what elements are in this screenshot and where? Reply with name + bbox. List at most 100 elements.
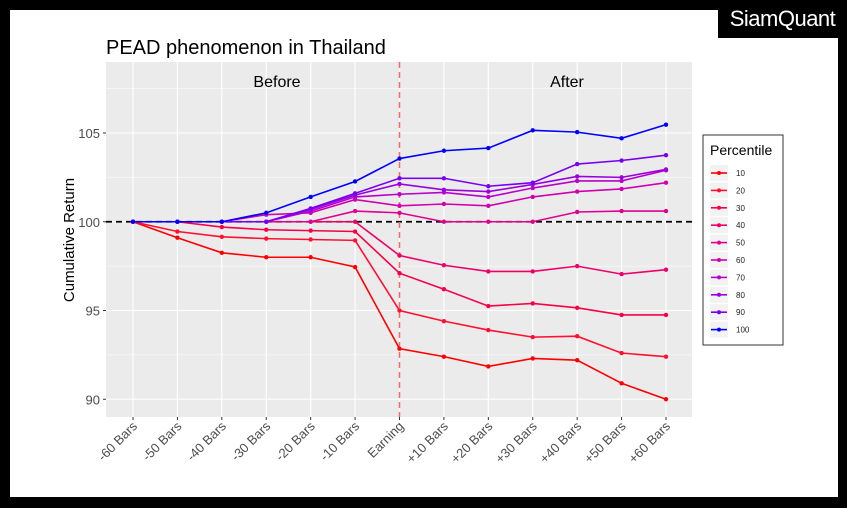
data-point bbox=[397, 176, 402, 181]
x-tick-label: Earning bbox=[364, 419, 406, 461]
data-point bbox=[574, 305, 580, 311]
data-point bbox=[219, 250, 225, 256]
legend-label: 100 bbox=[736, 326, 750, 335]
legend-key-point bbox=[717, 292, 721, 297]
x-tick-label: +10 Bars bbox=[403, 418, 451, 466]
data-point bbox=[397, 181, 402, 187]
data-point bbox=[441, 318, 447, 324]
data-point bbox=[264, 219, 269, 224]
data-point bbox=[619, 178, 624, 184]
data-point bbox=[441, 354, 447, 359]
facet-label-before: Before bbox=[253, 74, 300, 91]
legend-key-point bbox=[717, 171, 721, 175]
data-point bbox=[663, 152, 669, 158]
legend-key-point bbox=[717, 275, 721, 280]
data-point bbox=[308, 206, 313, 211]
data-point bbox=[663, 397, 669, 402]
x-tick-label: +50 Bars bbox=[581, 418, 629, 466]
data-point bbox=[574, 174, 580, 179]
data-point bbox=[619, 381, 624, 386]
data-point bbox=[663, 208, 669, 214]
data-point bbox=[663, 267, 669, 272]
data-point bbox=[663, 180, 669, 185]
legend-title: Percentile bbox=[710, 142, 772, 158]
data-point bbox=[619, 158, 624, 163]
data-point bbox=[397, 253, 402, 258]
legend-key-point bbox=[717, 205, 721, 210]
x-tick-label: +30 Bars bbox=[492, 418, 540, 466]
data-point bbox=[264, 236, 269, 241]
data-point bbox=[308, 255, 313, 260]
y-tick-label: 105 bbox=[78, 126, 100, 141]
legend-label: 90 bbox=[736, 308, 745, 317]
data-point bbox=[352, 264, 358, 270]
legend-label: 80 bbox=[736, 291, 745, 300]
data-point bbox=[574, 178, 580, 184]
data-point bbox=[486, 194, 491, 200]
legend-label: 50 bbox=[736, 239, 745, 248]
x-tick-label: -10 Bars bbox=[317, 418, 363, 464]
data-point bbox=[486, 269, 491, 274]
data-point bbox=[574, 161, 580, 167]
data-point bbox=[175, 235, 180, 240]
data-point bbox=[441, 148, 447, 153]
facet-label-after: After bbox=[550, 74, 584, 91]
data-point bbox=[486, 145, 491, 151]
data-point bbox=[441, 287, 447, 292]
data-point bbox=[663, 354, 669, 359]
legend-key-point bbox=[717, 223, 721, 228]
legend-key-point bbox=[717, 258, 721, 262]
legend-label: 40 bbox=[736, 221, 745, 230]
data-point bbox=[441, 187, 447, 192]
series-20 bbox=[130, 219, 669, 359]
legend-label: 20 bbox=[736, 186, 745, 195]
data-point bbox=[574, 189, 580, 194]
data-point bbox=[530, 269, 535, 274]
legend-label: 10 bbox=[736, 169, 745, 178]
data-point bbox=[219, 219, 225, 224]
legend-key-point bbox=[717, 310, 721, 315]
data-point bbox=[530, 128, 535, 133]
legend-key-point bbox=[717, 240, 721, 245]
data-point bbox=[308, 194, 313, 200]
siamquant-logo: SiamQuant bbox=[718, 0, 847, 38]
y-tick-label: 90 bbox=[86, 392, 100, 407]
x-tick-label: -20 Bars bbox=[272, 418, 318, 464]
data-point bbox=[308, 228, 313, 233]
series-30 bbox=[130, 219, 669, 318]
data-point bbox=[663, 122, 669, 127]
data-point bbox=[530, 301, 535, 306]
x-tick-label: -40 Bars bbox=[184, 418, 230, 464]
data-point bbox=[175, 229, 180, 234]
data-point bbox=[486, 184, 491, 189]
data-point bbox=[441, 219, 447, 224]
data-point bbox=[574, 129, 580, 135]
data-point bbox=[530, 180, 535, 185]
data-point bbox=[352, 219, 358, 224]
data-point bbox=[486, 303, 491, 309]
chart-title: PEAD phenomenon in Thailand bbox=[106, 37, 386, 59]
y-tick-label: 95 bbox=[86, 304, 100, 319]
data-point bbox=[619, 312, 624, 318]
data-point bbox=[352, 229, 358, 234]
data-point bbox=[264, 255, 269, 260]
data-point bbox=[219, 234, 225, 240]
data-point bbox=[530, 185, 535, 191]
data-point bbox=[397, 156, 402, 161]
legend-label: 30 bbox=[736, 204, 745, 213]
data-point bbox=[619, 175, 624, 180]
data-point bbox=[397, 271, 402, 276]
data-point bbox=[308, 237, 313, 242]
data-point bbox=[397, 346, 402, 351]
data-point bbox=[530, 334, 535, 340]
x-tick-label: +60 Bars bbox=[625, 418, 673, 466]
legend-label: 60 bbox=[736, 256, 745, 265]
y-tick-label: 100 bbox=[78, 215, 100, 230]
data-point bbox=[352, 179, 358, 184]
data-point bbox=[397, 203, 402, 208]
data-point bbox=[175, 219, 180, 224]
data-point bbox=[530, 194, 535, 200]
data-point bbox=[130, 219, 136, 224]
